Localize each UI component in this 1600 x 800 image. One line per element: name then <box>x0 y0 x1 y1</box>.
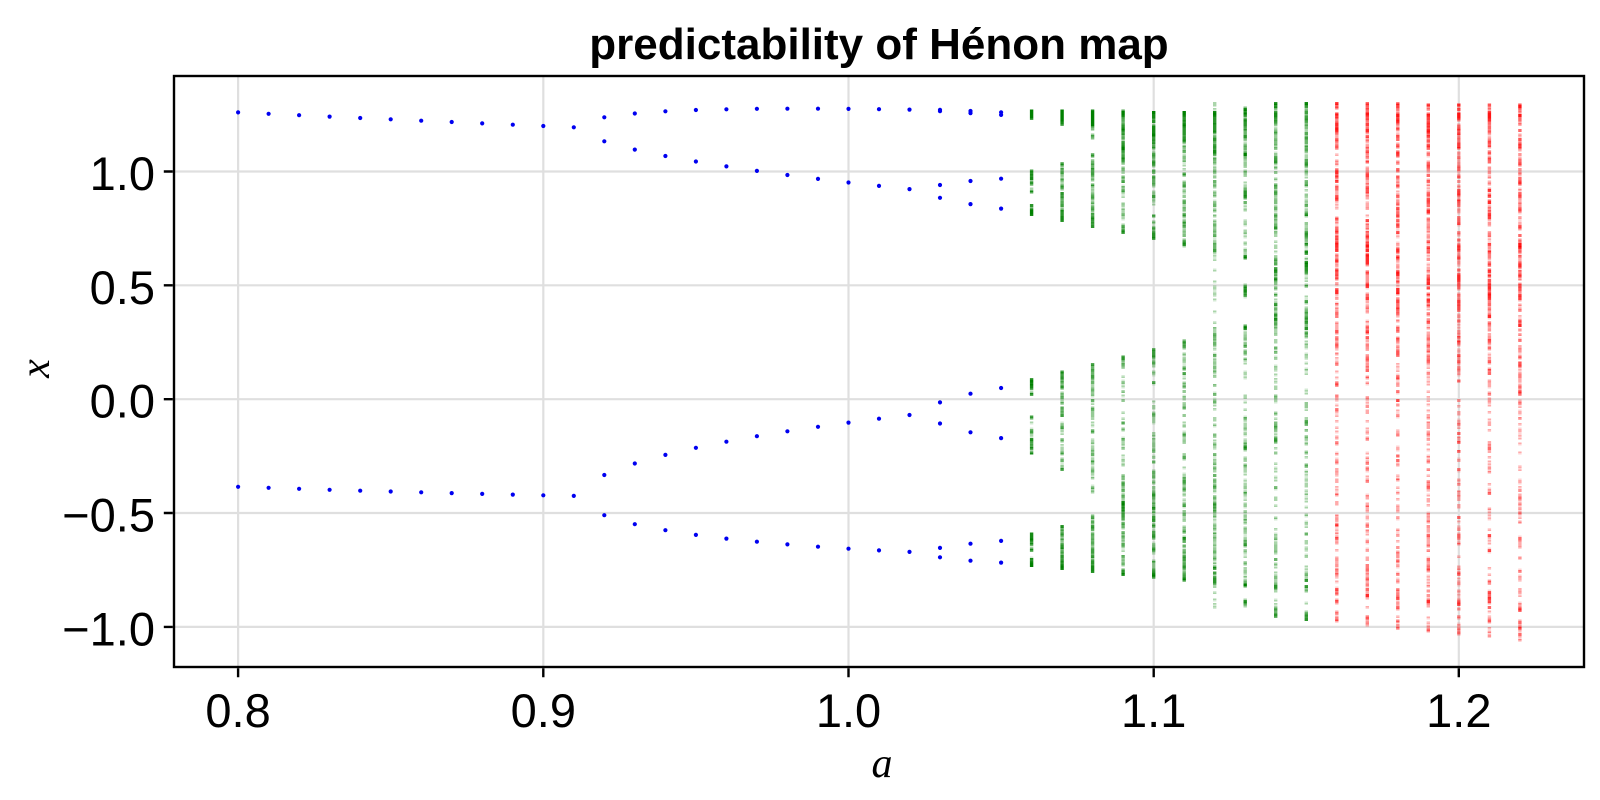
svg-text:1.0: 1.0 <box>90 147 155 200</box>
svg-text:predictability of Hénon map: predictability of Hénon map <box>589 20 1168 69</box>
svg-text:0.9: 0.9 <box>511 684 576 737</box>
svg-text:a: a <box>872 741 893 787</box>
svg-text:0.0: 0.0 <box>90 375 155 428</box>
svg-text:x: x <box>13 359 59 379</box>
svg-text:0.8: 0.8 <box>205 684 270 737</box>
svg-text:1.2: 1.2 <box>1426 684 1491 737</box>
svg-text:1.1: 1.1 <box>1121 684 1186 737</box>
svg-text:−0.5: −0.5 <box>62 489 155 542</box>
svg-text:0.5: 0.5 <box>90 261 155 314</box>
svg-text:−1.0: −1.0 <box>62 602 155 655</box>
svg-text:1.0: 1.0 <box>816 684 881 737</box>
